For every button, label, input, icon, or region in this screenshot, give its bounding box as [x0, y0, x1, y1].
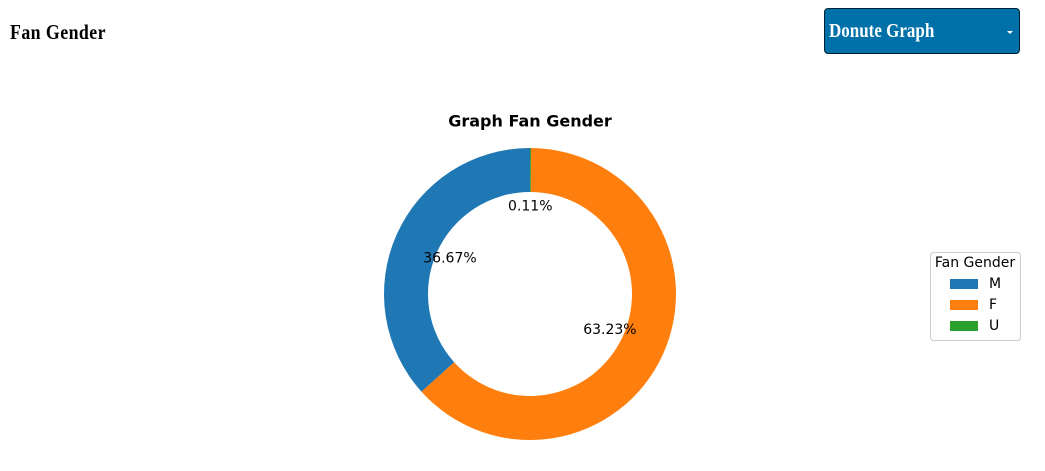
legend-entry: M	[989, 276, 1001, 292]
value-label: 0.11%	[508, 198, 552, 214]
donut-wedge	[421, 148, 676, 441]
page-title: Fan Gender	[10, 20, 106, 44]
value-label: 36.67%	[423, 250, 476, 266]
value-label: 63.23%	[583, 322, 636, 338]
legend-swatch	[950, 300, 978, 310]
legend-box	[930, 252, 1021, 341]
donut-wedge	[384, 148, 530, 392]
dropdown-label: Donute Graph	[829, 20, 935, 42]
dropdown-caret	[1007, 31, 1013, 37]
donut-wedge	[530, 148, 532, 193]
legend-entry: U	[989, 318, 999, 334]
legend-title: Fan Gender	[935, 255, 1016, 271]
chart-type-dropdown[interactable]: Donute Graph	[824, 8, 1020, 54]
legend-swatch	[950, 279, 978, 289]
chart-title: Graph Fan Gender	[448, 112, 612, 131]
legend-entry: F	[989, 297, 997, 313]
legend-swatch	[950, 321, 978, 331]
